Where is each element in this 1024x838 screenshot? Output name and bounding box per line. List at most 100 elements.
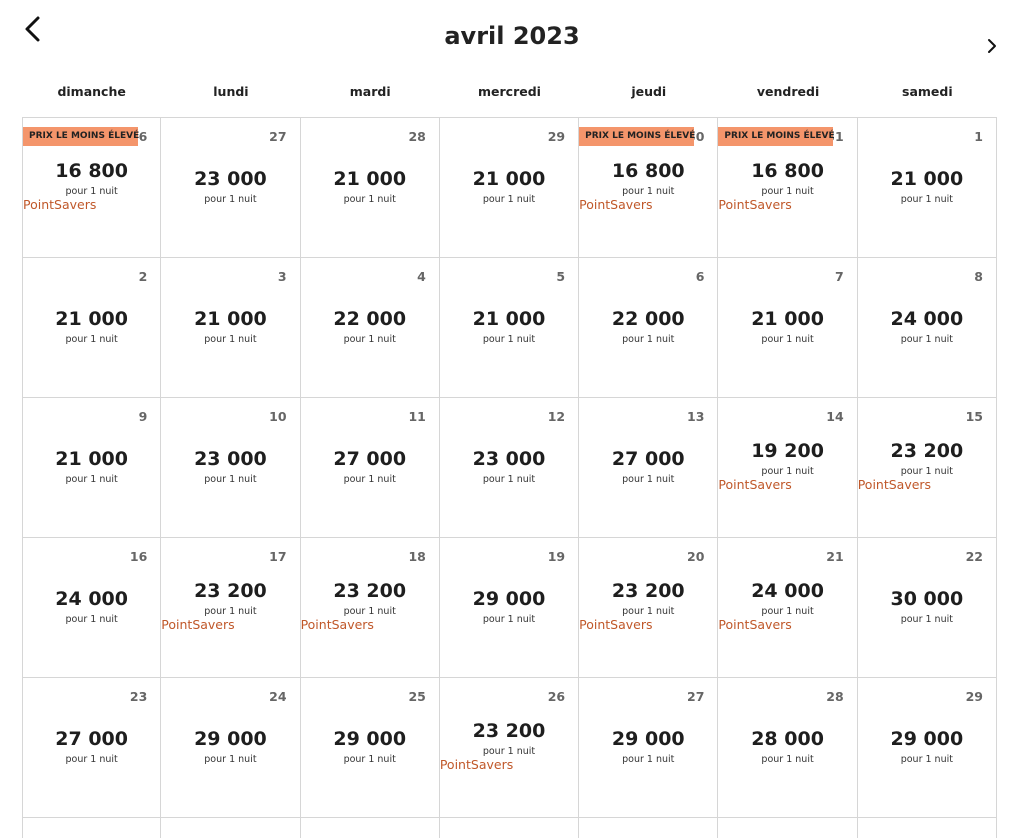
day-cell[interactable]: 24 29 000 pour 1 nuit [161, 678, 301, 818]
weekday: mercredi [478, 84, 541, 99]
price: 16 800 [611, 160, 685, 182]
price-note: pour 1 nuit [900, 334, 953, 345]
price: 22 000 [611, 308, 685, 330]
day-cell[interactable]: 29 29 000 pour 1 nuit [857, 678, 997, 818]
day-number: 29 [547, 129, 566, 144]
price-note: pour 1 nuit [900, 754, 953, 765]
price-note: pour 1 nuit [622, 334, 675, 345]
day-cell[interactable]: 20 23 200 pour 1 nuit PointSavers [579, 538, 719, 678]
price: 21 000 [55, 308, 128, 330]
day-number: 5 [556, 269, 566, 284]
price-note: pour 1 nuit [622, 606, 675, 617]
day-cell[interactable]: 1 21 000 pour 1 nuit [857, 118, 997, 258]
price-note: pour 1 nuit [761, 186, 814, 197]
day-cell[interactable]: 9 21 000 pour 1 nuit [22, 398, 162, 538]
day-cell[interactable]: 30 16 800 pour 1 nuit PRIX LE MOINS ÉLEVÉ Po… [579, 118, 719, 258]
price: 29 000 [333, 728, 407, 750]
price-note: pour 1 nuit [65, 614, 118, 625]
day-number: 18 [408, 549, 426, 564]
day-cell[interactable]: 21 24 000 pour 1 nuit PointSavers [718, 538, 858, 678]
day-number: 29 [965, 689, 983, 704]
pointsavers-tag: PointSavers [718, 197, 792, 212]
price-note: pour 1 nuit [204, 334, 257, 345]
day-cell[interactable]: 10 23 000 pour 1 nuit [161, 398, 301, 538]
next-button[interactable] [984, 36, 1000, 56]
price-note: pour 1 nuit [204, 606, 257, 617]
weekday: dimanche [57, 84, 126, 99]
day-cell[interactable]: 7 21 000 pour 1 nuit [718, 258, 858, 398]
price-note: pour 1 nuit [343, 194, 396, 205]
price: 22 000 [333, 308, 407, 330]
day-cell[interactable]: 6 22 000 pour 1 nuit [579, 258, 719, 398]
day-number: 10 [269, 409, 287, 424]
day-cell[interactable]: 3 21 000 pour 1 nuit [161, 258, 301, 398]
back-button[interactable] [20, 14, 46, 44]
day-number: 2 [138, 269, 148, 284]
day-number: 14 [826, 409, 844, 424]
day-number: 15 [965, 409, 983, 424]
price-note: pour 1 nuit [204, 474, 257, 485]
day-cell[interactable]: 11 27 000 pour 1 nuit [300, 398, 440, 538]
day-cell[interactable] [858, 818, 997, 838]
day-cell[interactable] [301, 818, 440, 838]
price-note: pour 1 nuit [65, 754, 118, 765]
price-note: pour 1 nuit [482, 746, 536, 757]
day-number: 20 [687, 549, 705, 564]
price: 29 000 [890, 728, 964, 750]
day-number: 12 [547, 409, 566, 424]
price: 24 000 [890, 308, 964, 330]
day-cell[interactable]: 27 23 000 pour 1 nuit [161, 118, 301, 258]
day-cell[interactable]: 5 21 000 pour 1 nuit [439, 258, 580, 398]
day-cell[interactable] [161, 818, 301, 838]
pointsavers-tag: PointSavers [161, 617, 235, 632]
day-cell[interactable]: 8 24 000 pour 1 nuit [857, 258, 997, 398]
day-cell[interactable]: 29 21 000 pour 1 nuit [439, 118, 580, 258]
day-cell[interactable] [579, 818, 719, 838]
pointsavers-tag: PointSavers [579, 617, 653, 632]
day-number: 22 [965, 549, 983, 564]
day-cell[interactable]: 23 27 000 pour 1 nuit [22, 678, 162, 818]
day-cell[interactable]: 16 24 000 pour 1 nuit [22, 538, 162, 678]
pointsavers-tag: PointSavers [718, 617, 792, 632]
pointsavers-tag: PointSavers [718, 477, 792, 492]
day-cell[interactable]: 12 23 000 pour 1 nuit [439, 398, 580, 538]
day-cell[interactable] [22, 818, 162, 838]
price: 23 000 [194, 448, 267, 470]
day-cell[interactable]: 18 23 200 pour 1 nuit PointSavers [300, 538, 440, 678]
day-cell[interactable]: 28 28 000 pour 1 nuit [718, 678, 858, 818]
day-cell[interactable]: 31 16 800 pour 1 nuit PRIX LE MOINS ÉLEVÉ Po… [718, 118, 858, 258]
day-cell[interactable]: 28 21 000 pour 1 nuit [300, 118, 440, 258]
price: 27 000 [55, 728, 128, 750]
price-note: pour 1 nuit [482, 334, 536, 345]
day-cell[interactable] [718, 818, 858, 838]
day-cell[interactable]: 25 29 000 pour 1 nuit [300, 678, 440, 818]
price-note: pour 1 nuit [761, 334, 814, 345]
day-cell[interactable]: 17 23 200 pour 1 nuit PointSavers [161, 538, 301, 678]
day-number: 1 [974, 129, 983, 144]
price-note: pour 1 nuit [622, 186, 675, 197]
day-cell[interactable]: 19 29 000 pour 1 nuit [439, 538, 580, 678]
price: 28 000 [751, 728, 824, 750]
price: 16 800 [55, 160, 128, 182]
day-cell[interactable]: 26 23 200 pour 1 nuit PointSavers [439, 678, 580, 818]
day-cell[interactable]: 13 27 000 pour 1 nuit [579, 398, 719, 538]
price-note: pour 1 nuit [343, 754, 396, 765]
day-cell[interactable]: 27 29 000 pour 1 nuit [579, 678, 719, 818]
price: 21 000 [55, 448, 128, 470]
day-cell[interactable]: 14 19 200 pour 1 nuit PointSavers [718, 398, 858, 538]
day-cell[interactable]: 4 22 000 pour 1 nuit [300, 258, 440, 398]
day-number: 28 [826, 689, 844, 704]
day-cell[interactable] [440, 818, 580, 838]
pointsavers-tag: PointSavers [23, 197, 97, 212]
day-number: 7 [835, 269, 844, 284]
price: 21 000 [472, 168, 546, 190]
day-cell[interactable]: 22 30 000 pour 1 nuit [857, 538, 997, 678]
day-cell[interactable]: 15 23 200 pour 1 nuit PointSavers [857, 398, 997, 538]
price: 23 200 [472, 720, 546, 742]
day-cell[interactable]: 2 21 000 pour 1 nuit [22, 258, 162, 398]
day-number: 3 [277, 269, 287, 284]
day-number: 27 [687, 689, 705, 704]
